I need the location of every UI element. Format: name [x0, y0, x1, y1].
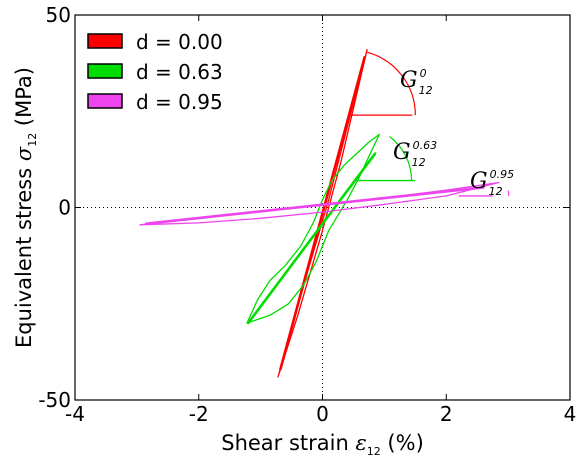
legend-swatch: [87, 93, 123, 109]
legend-swatch: [87, 33, 123, 49]
modulus-annotation: G120.63: [393, 139, 437, 169]
series-slope-line-2: [144, 186, 485, 225]
x-tick-label: -4: [65, 402, 85, 426]
legend-label: d = 0.95: [136, 90, 223, 114]
angle-arc-1: [389, 136, 413, 181]
y-axis-label: Equivalent stress σ12 (MPa): [12, 67, 39, 348]
x-axis-label: Shear strain ε12 (%): [221, 431, 424, 458]
series-loop-1: [246, 133, 381, 324]
x-tick-label: -2: [189, 402, 209, 426]
x-tick-label: 4: [564, 402, 577, 426]
plot-frame: [74, 14, 571, 401]
legend-label: d = 0.63: [136, 60, 223, 84]
legend-swatch: [87, 63, 123, 79]
angle-arc-0: [367, 51, 416, 116]
legend-label: d = 0.00: [136, 30, 223, 54]
x-tick-label: 0: [316, 402, 329, 426]
y-tick-label: 0: [58, 196, 71, 220]
modulus-annotation: G120: [400, 67, 433, 97]
x-tick-label: 2: [440, 402, 453, 426]
y-tick-label: -50: [38, 388, 71, 412]
y-tick-label: 50: [46, 3, 71, 27]
series-slope-line-0: [279, 56, 366, 371]
series-slope-line-1: [246, 152, 377, 325]
